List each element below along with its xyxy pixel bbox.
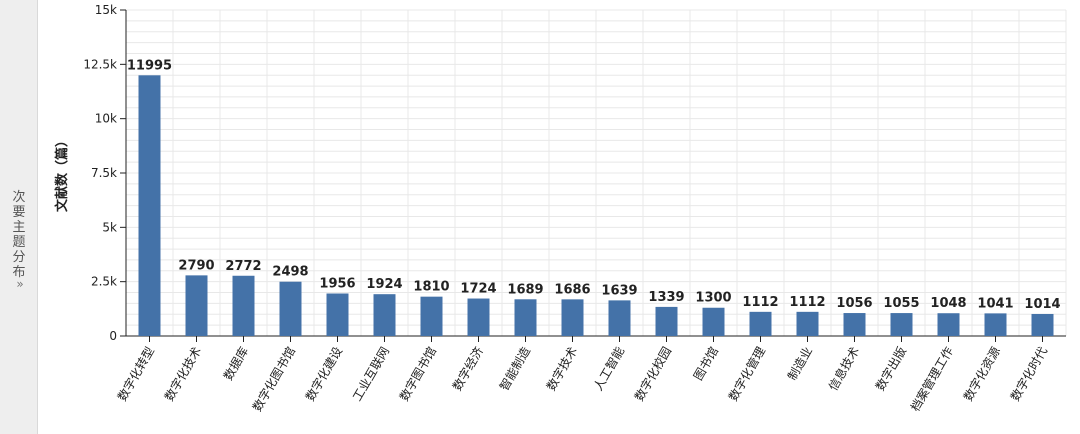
data-label: 11995 xyxy=(127,58,172,73)
x-tick-label: 图书馆 xyxy=(690,344,721,383)
x-tick-label: 人工智能 xyxy=(590,344,627,393)
bar xyxy=(138,75,161,337)
data-label: 1924 xyxy=(366,277,402,292)
bar xyxy=(890,313,913,336)
y-tick-label: 12.5k xyxy=(83,57,117,71)
data-label: 1014 xyxy=(1024,297,1060,312)
x-tick-label: 工业互联网 xyxy=(350,345,392,404)
x-tick-label: 档案管理工作 xyxy=(907,344,956,414)
x-tick-label: 数字化转型 xyxy=(114,344,157,403)
bar xyxy=(185,275,208,336)
bar xyxy=(279,281,302,336)
y-axis-label: 文献数（篇） xyxy=(54,134,70,212)
data-label: 1056 xyxy=(836,296,872,311)
bar xyxy=(467,298,490,336)
labels: 11995 数字化转型 2790 数字化技术 2772 数据库 2498 数字化图书馆 1956… xyxy=(114,58,1060,414)
bar xyxy=(420,296,443,336)
x-tick-label: 数字图书馆 xyxy=(396,344,439,403)
bar xyxy=(514,299,537,336)
bar xyxy=(749,311,772,336)
x-tick-label: 数字化管理 xyxy=(725,344,768,403)
secondary-topic-tab-label: 次要主题分布 xyxy=(12,190,26,280)
y-tick-label: 0 xyxy=(109,329,117,343)
data-label: 1956 xyxy=(319,276,355,291)
y-tick-label: 15k xyxy=(95,3,117,17)
data-label: 2498 xyxy=(272,265,308,280)
bar xyxy=(796,311,819,336)
data-label: 2790 xyxy=(178,258,214,273)
data-label: 1055 xyxy=(883,296,919,311)
data-label: 1724 xyxy=(460,282,496,297)
bar xyxy=(937,313,960,336)
data-label: 1300 xyxy=(695,291,731,306)
x-tick-label: 数字化建设 xyxy=(302,344,345,403)
x-tick-label: 数字化技术 xyxy=(161,344,204,403)
x-tick-label: 制造业 xyxy=(785,345,815,383)
data-label: 1686 xyxy=(554,282,590,297)
bar xyxy=(561,299,584,336)
bar xyxy=(655,306,678,336)
y-tick-label: 5k xyxy=(102,220,117,234)
data-label: 1639 xyxy=(601,283,637,298)
bar xyxy=(1031,313,1054,336)
grid-lines xyxy=(125,9,1067,337)
bar xyxy=(326,293,349,336)
x-tick-label: 智能制造 xyxy=(496,344,533,393)
chevron-right-icon: » xyxy=(16,277,23,291)
data-label: 1689 xyxy=(507,282,543,297)
secondary-topic-tab[interactable]: 次要主题分布 » xyxy=(0,0,38,434)
bar xyxy=(608,300,631,336)
x-tick-label: 数据库 xyxy=(220,344,251,383)
x-tick-label: 数字化时代 xyxy=(1007,344,1050,403)
data-label: 1041 xyxy=(977,296,1013,311)
y-tick-label: 2.5k xyxy=(91,275,117,289)
bar xyxy=(702,307,725,336)
data-label: 1810 xyxy=(413,280,449,295)
data-label: 1112 xyxy=(742,295,778,310)
y-tick-label: 7.5k xyxy=(91,166,117,180)
bar xyxy=(843,313,866,336)
data-label: 1112 xyxy=(789,295,825,310)
data-label: 2772 xyxy=(225,259,261,274)
data-label: 1339 xyxy=(648,290,684,305)
bar xyxy=(373,294,396,336)
x-tick-label: 数字化图书馆 xyxy=(249,344,298,414)
y-tick-label: 10k xyxy=(95,112,117,126)
bar xyxy=(232,275,255,336)
bar xyxy=(984,313,1007,336)
x-tick-label: 数字经济 xyxy=(449,344,486,393)
x-tick-label: 数字技术 xyxy=(543,344,580,393)
x-tick-label: 数字出版 xyxy=(872,344,909,393)
bars xyxy=(138,75,1054,337)
data-label: 1048 xyxy=(930,296,966,311)
x-tick-label: 数字化校园 xyxy=(631,344,674,403)
x-tick-label: 数字化资源 xyxy=(960,344,1003,403)
x-tick-label: 信息技术 xyxy=(825,344,862,393)
